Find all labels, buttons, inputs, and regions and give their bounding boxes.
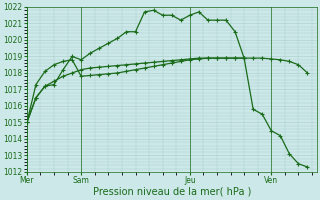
X-axis label: Pression niveau de la mer( hPa ): Pression niveau de la mer( hPa ) xyxy=(92,187,251,197)
